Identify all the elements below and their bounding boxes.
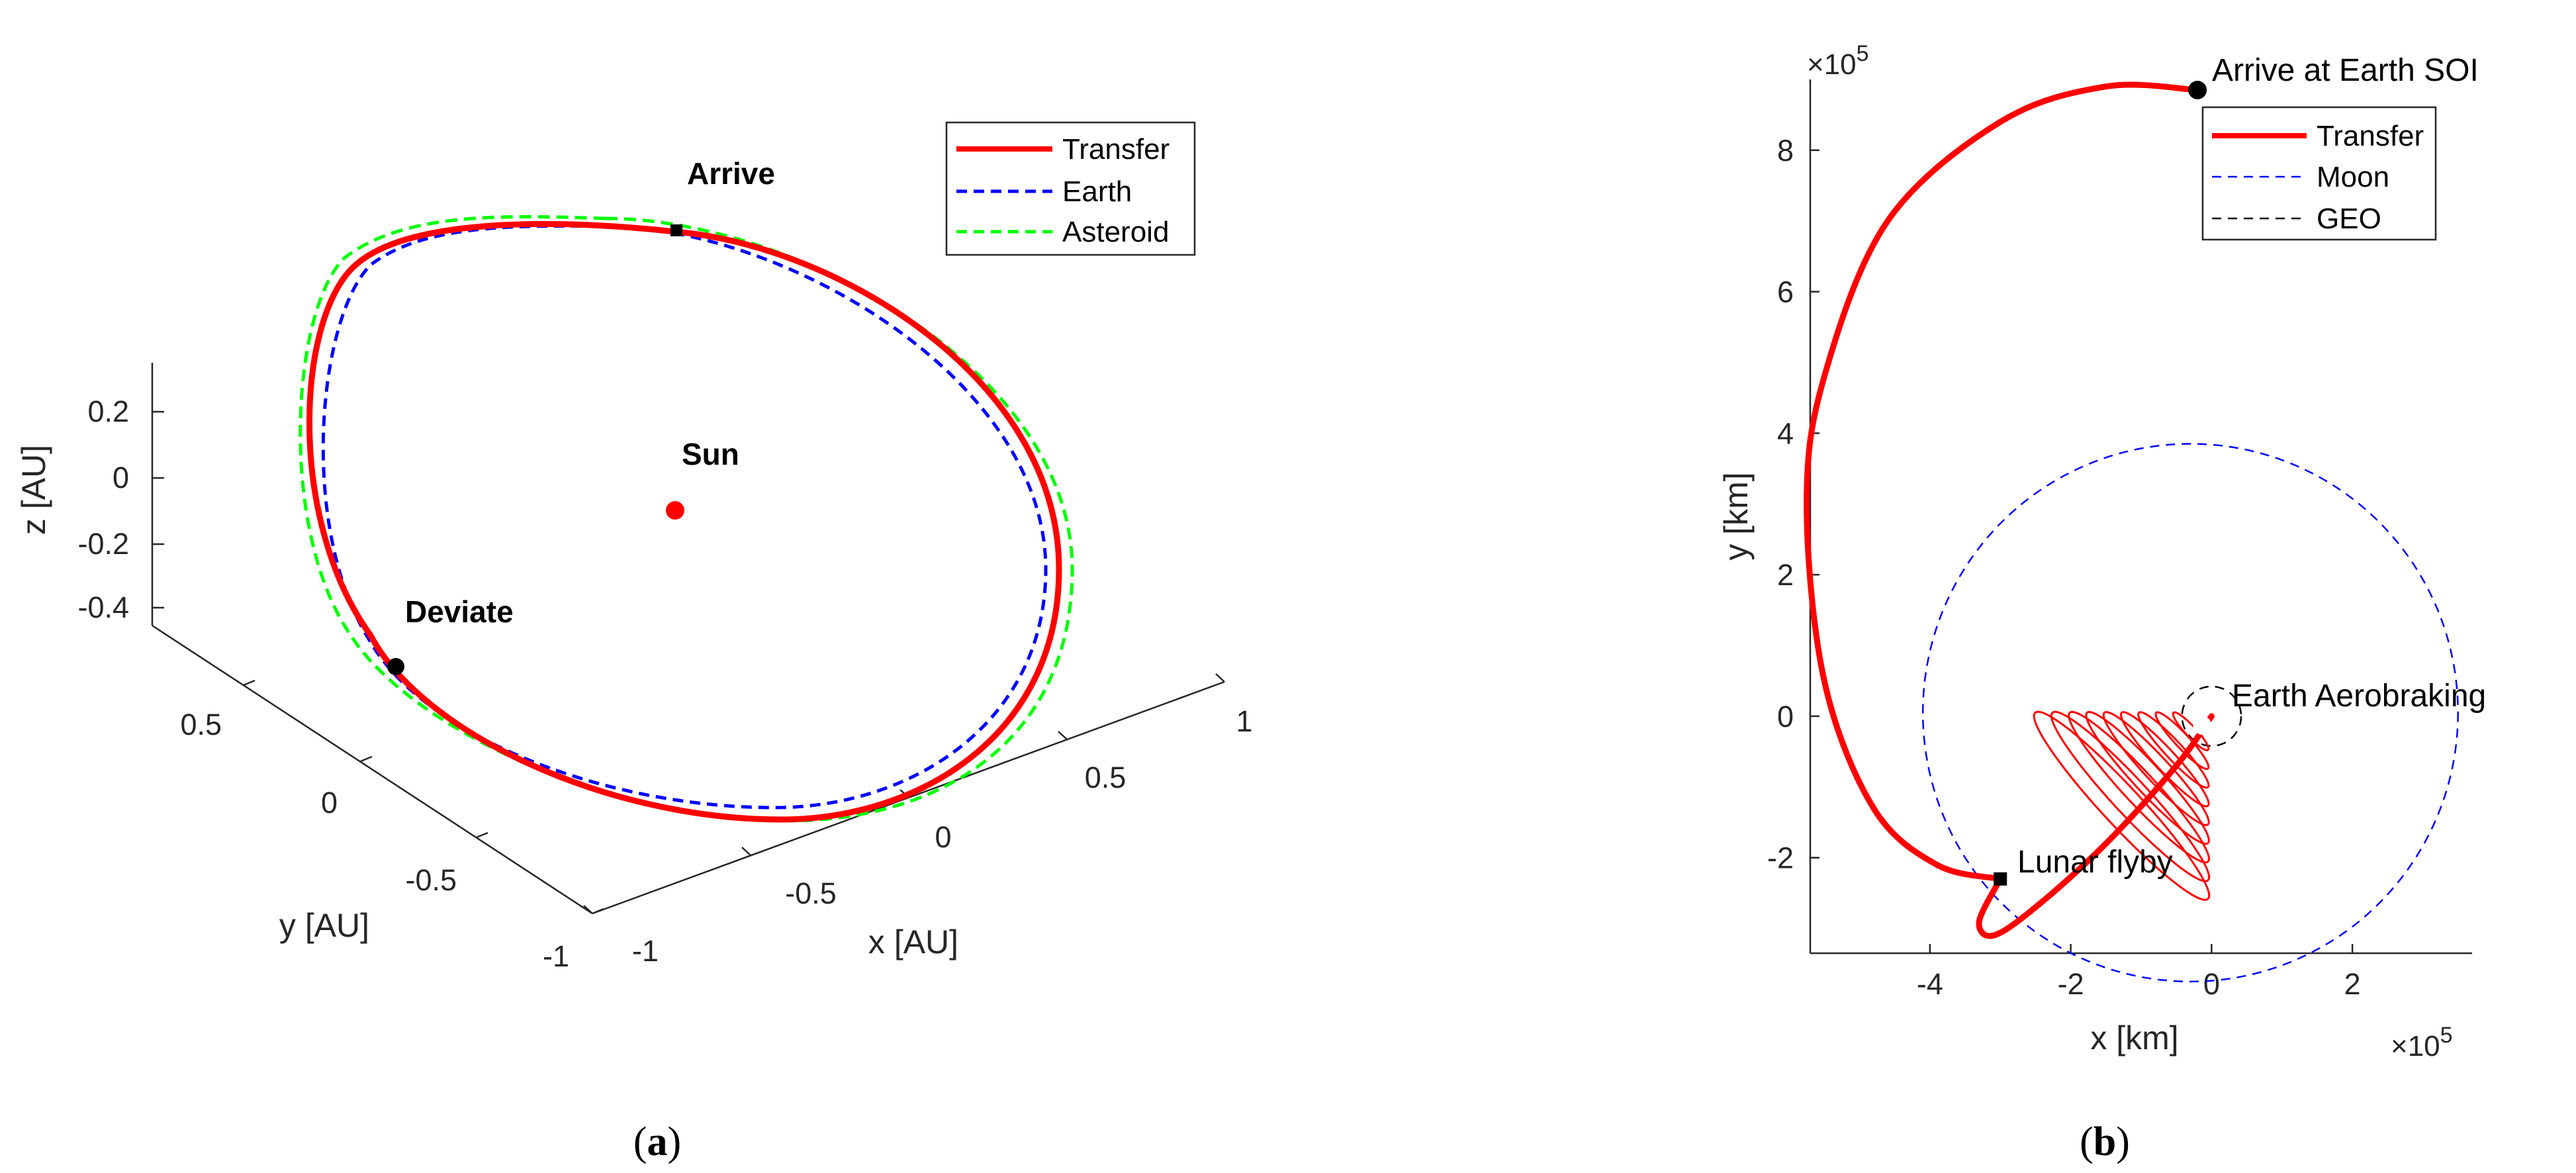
y-tick-label: 0.5 — [180, 708, 222, 741]
arrive-marker — [670, 224, 682, 236]
lunar-flyby-marker — [1994, 872, 2007, 886]
x-tick-label: 1 — [1236, 704, 1252, 738]
b-legend-label-geo: GEO — [2317, 203, 2381, 235]
b-legend-box — [2201, 106, 2437, 241]
x-tick-label: -0.5 — [785, 876, 837, 910]
panel-b-axes — [1809, 79, 2472, 955]
b-legend-label-transfer: Transfer — [2317, 120, 2424, 152]
earth-aerobraking-label: Earth Aerobraking — [2232, 679, 2486, 714]
b-legend-label-moon: Moon — [2317, 161, 2389, 193]
y-tick-label: -1 — [543, 939, 569, 973]
aerobraking-ellipse — [2033, 710, 2211, 901]
x-axis-label: x [AU] — [868, 923, 958, 961]
b-y-tick-label: 0 — [1777, 700, 1794, 733]
z-tick-label: 0 — [113, 461, 129, 494]
b-x-tick-label: -2 — [2058, 967, 2084, 1001]
transfer-trajectory — [1976, 713, 2215, 939]
y-tick — [476, 831, 488, 839]
y-ticks — [243, 679, 604, 915]
panel-b-ticks: -4 -2 0 2 -2 0 2 4 6 8 — [1767, 134, 2361, 1001]
sun-label: Sun — [682, 437, 739, 471]
sun-marker — [666, 501, 684, 520]
z-tick-label: -0.2 — [77, 527, 129, 561]
asteroid-orbit — [299, 214, 1074, 823]
b-y-tick-label: 2 — [1777, 558, 1794, 592]
aerobraking-ellipse — [2068, 710, 2211, 864]
lunar-flyby-label: Lunar flyby — [2017, 845, 2173, 880]
x-tick-label: 0.5 — [1085, 761, 1127, 794]
y-tick — [592, 908, 604, 915]
x-tick-label: -1 — [632, 934, 659, 968]
b-x-exponent: ×105 — [2391, 1023, 2453, 1062]
caption-a-letter: a — [647, 1119, 668, 1164]
y-axis-label: y [AU] — [279, 907, 369, 944]
b-x-exponent-power: 5 — [2440, 1023, 2453, 1048]
b-y-tick-label: 4 — [1777, 416, 1794, 450]
y-tick-label: 0 — [321, 786, 338, 820]
aerobraking-ellipse — [2119, 711, 2210, 808]
legend-box — [945, 121, 1196, 256]
transfer-trajectory — [1804, 81, 2201, 882]
x-tick — [583, 905, 593, 914]
b-x-tick-label: 0 — [2203, 967, 2220, 1001]
z-tick-label: 0.2 — [87, 395, 129, 428]
b-y-axis-label: y [km] — [1718, 472, 1755, 560]
b-x-exponent-base: ×10 — [2391, 1030, 2440, 1062]
deviate-label: Deviate — [405, 594, 514, 629]
legend-label-earth: Earth — [1062, 175, 1132, 208]
earth-marker — [2193, 716, 2212, 735]
deviate-marker — [387, 658, 404, 675]
caption-a: (a) — [633, 1119, 681, 1164]
panel-b-legend: Transfer Moon GEO — [2201, 106, 2437, 241]
b-x-tick-label: -4 — [1917, 967, 1943, 1001]
caption-b-letter: b — [2093, 1119, 2116, 1164]
legend-label-asteroid: Asteroid — [1062, 216, 1169, 248]
caption-b: (b) — [2080, 1119, 2130, 1164]
orbit-paths — [299, 214, 1074, 823]
z-axis-label: z [AU] — [15, 445, 52, 535]
y-tick — [360, 755, 373, 763]
b-y-tick-label: 8 — [1777, 134, 1794, 167]
legend-label-transfer: Transfer — [1062, 133, 1170, 165]
b-y-tick-label: 6 — [1777, 275, 1794, 309]
y-axis-line — [152, 624, 593, 915]
arrive-soi-label: Arrive at Earth SOI — [2212, 53, 2479, 88]
aerobraking-ellipse — [2154, 711, 2210, 771]
b-x-tick-label: 2 — [2344, 967, 2361, 1001]
y-tick — [243, 679, 255, 686]
b-y-exponent: ×105 — [1807, 41, 1869, 81]
z-tick-label: -0.4 — [77, 590, 129, 624]
x-tick — [741, 847, 751, 856]
moon-orbit — [1921, 443, 2459, 983]
earth-orbit — [321, 224, 1048, 810]
arrive-label: Arrive — [687, 156, 775, 191]
x-tick-label: 0 — [935, 820, 951, 854]
aerobraking-ellipse — [2102, 711, 2210, 826]
arrive-soi-marker — [2188, 81, 2207, 100]
b-y-exponent-base: ×10 — [1807, 48, 1857, 81]
panel-a: 0.2 0 -0.2 -0.4 z [AU] 0.5 0 -0.5 -1 y [… — [15, 121, 1253, 1164]
b-y-tick-label: -2 — [1767, 841, 1794, 875]
panel-a-legend: Transfer Earth Asteroid — [945, 121, 1196, 256]
z-ticks — [152, 410, 164, 609]
geo-orbit — [2181, 685, 2242, 747]
b-x-axis-label: x [km] — [2090, 1019, 2178, 1056]
y-tick-label: -0.5 — [405, 863, 457, 897]
panel-b-plot — [1804, 81, 2459, 983]
transfer-orbit — [306, 220, 1062, 823]
b-y-exponent-power: 5 — [1857, 41, 1869, 66]
x-tick — [1215, 673, 1225, 682]
x-tick — [1058, 731, 1068, 740]
aerobraking-ellipse — [2085, 710, 2210, 845]
